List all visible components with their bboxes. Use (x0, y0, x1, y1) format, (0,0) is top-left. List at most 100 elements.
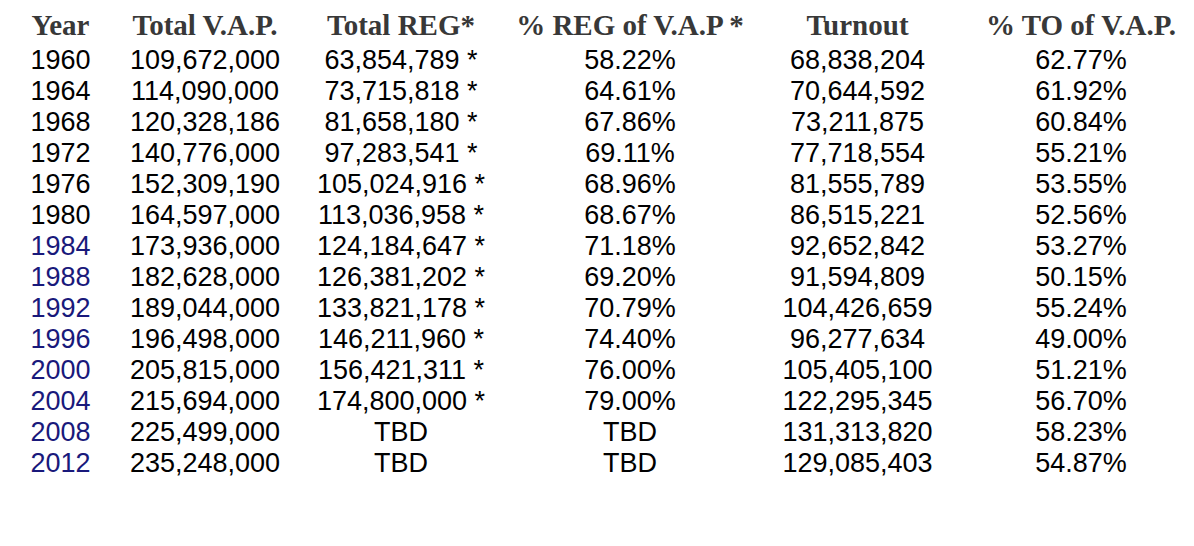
data-cell: 126,381,202 * (289, 262, 513, 293)
data-cell: 105,024,916 * (289, 169, 513, 200)
data-cell: 67.86% (513, 107, 747, 138)
table-row: 1984 173,936,000124,184,647 *71.18%92,652… (0, 231, 1194, 262)
data-cell: 68.96% (513, 169, 747, 200)
data-cell: 215,694,000 (121, 386, 289, 417)
data-cell: 53.55% (968, 169, 1194, 200)
data-cell: 50.15% (968, 262, 1194, 293)
year-cell: 1976 (0, 169, 121, 200)
data-cell: 156,421,311 * (289, 355, 513, 386)
data-cell: 73,211,875 (747, 107, 968, 138)
data-cell: 68.67% (513, 200, 747, 231)
year-cell: 1972 (0, 138, 121, 169)
data-cell: 81,555,789 (747, 169, 968, 200)
data-cell: 52.56% (968, 200, 1194, 231)
year-link[interactable]: 2008 (30, 417, 90, 447)
data-cell: 58.22% (513, 45, 747, 76)
data-cell: TBD (289, 448, 513, 479)
data-cell: 173,936,000 (121, 231, 289, 262)
data-cell: 53.27% (968, 231, 1194, 262)
year-link[interactable]: 1984 (30, 231, 90, 261)
data-cell: 96,277,634 (747, 324, 968, 355)
data-cell: 77,718,554 (747, 138, 968, 169)
year-link[interactable]: 2000 (30, 355, 90, 385)
data-cell: 140,776,000 (121, 138, 289, 169)
data-cell: 73,715,818 * (289, 76, 513, 107)
year-cell: 2008 (0, 417, 121, 448)
year-cell: 1984 (0, 231, 121, 262)
header-row: Year Total V.A.P. Total REG* % REG of V.… (0, 5, 1194, 45)
data-cell: 51.21% (968, 355, 1194, 386)
data-cell: 225,499,000 (121, 417, 289, 448)
table-row: 2004215,694,000174,800,000 *79.00%122,29… (0, 386, 1194, 417)
col-header-total-reg: Total REG* (289, 5, 513, 45)
year-cell: 1968 (0, 107, 121, 138)
year-cell: 1980 (0, 200, 121, 231)
data-cell: 55.21% (968, 138, 1194, 169)
data-cell: 62.77% (968, 45, 1194, 76)
year-cell: 1992 (0, 293, 121, 324)
data-cell: 69.20% (513, 262, 747, 293)
data-cell: TBD (513, 417, 747, 448)
data-cell: 129,085,403 (747, 448, 968, 479)
year-link[interactable]: 1992 (30, 293, 90, 323)
table-row: 2012235,248,000TBDTBD129,085,40354.87% (0, 448, 1194, 479)
data-cell: 113,036,958 * (289, 200, 513, 231)
data-cell: 68,838,204 (747, 45, 968, 76)
year-cell: 2004 (0, 386, 121, 417)
table-row: 1976152,309,190105,024,916 *68.96%81,555… (0, 169, 1194, 200)
year-link[interactable]: 1996 (30, 324, 90, 354)
year-link[interactable]: 1988 (30, 262, 90, 292)
data-cell: 120,328,186 (121, 107, 289, 138)
year-cell: 2000 (0, 355, 121, 386)
table-row: 2008225,499,000TBDTBD131,313,82058.23% (0, 417, 1194, 448)
data-cell: 235,248,000 (121, 448, 289, 479)
year-link[interactable]: 2004 (30, 386, 90, 416)
data-cell: 164,597,000 (121, 200, 289, 231)
year-label: 1980 (30, 200, 90, 230)
data-cell: 69.11% (513, 138, 747, 169)
data-cell: 196,498,000 (121, 324, 289, 355)
year-cell: 1960 (0, 45, 121, 76)
table-body: 1960109,672,00063,854,789 *58.22%68,838,… (0, 45, 1194, 479)
data-cell: 49.00% (968, 324, 1194, 355)
data-cell: 86,515,221 (747, 200, 968, 231)
col-header-year: Year (0, 5, 121, 45)
year-cell: 2012 (0, 448, 121, 479)
year-cell: 1996 (0, 324, 121, 355)
data-cell: 81,658,180 * (289, 107, 513, 138)
col-header-pct-to-vap: % TO of V.A.P. (968, 5, 1194, 45)
data-cell: 189,044,000 (121, 293, 289, 324)
data-cell: 60.84% (968, 107, 1194, 138)
data-cell: 97,283,541 * (289, 138, 513, 169)
data-cell: 146,211,960 * (289, 324, 513, 355)
data-cell: 91,594,809 (747, 262, 968, 293)
data-cell: 122,295,345 (747, 386, 968, 417)
data-cell: 182,628,000 (121, 262, 289, 293)
col-header-turnout: Turnout (747, 5, 968, 45)
data-cell: 74.40% (513, 324, 747, 355)
data-cell: 124,184,647 * (289, 231, 513, 262)
table-row: 1992189,044,000133,821,178 *70.79%104,42… (0, 293, 1194, 324)
year-label: 1968 (30, 107, 90, 137)
data-cell: 58.23% (968, 417, 1194, 448)
data-cell: 205,815,000 (121, 355, 289, 386)
data-cell: 63,854,789 * (289, 45, 513, 76)
data-cell: 79.00% (513, 386, 747, 417)
data-cell: 64.61% (513, 76, 747, 107)
data-cell: 71.18% (513, 231, 747, 262)
col-header-total-vap: Total V.A.P. (121, 5, 289, 45)
voter-statistics-table: Year Total V.A.P. Total REG* % REG of V.… (0, 5, 1194, 479)
data-cell: 55.24% (968, 293, 1194, 324)
data-cell: 131,313,820 (747, 417, 968, 448)
data-cell: TBD (513, 448, 747, 479)
year-label: 1964 (30, 76, 90, 106)
table-row: 1996 196,498,000146,211,960 *74.40%96,277… (0, 324, 1194, 355)
data-cell: 70.79% (513, 293, 747, 324)
year-link[interactable]: 2012 (30, 448, 90, 478)
data-cell: 92,652,842 (747, 231, 968, 262)
table-row: 1968 120,328,18681,658,180 *67.86%73,211,… (0, 107, 1194, 138)
col-header-pct-reg-vap: % REG of V.A.P * (513, 5, 747, 45)
table-row: 1960109,672,00063,854,789 *58.22%68,838,… (0, 45, 1194, 76)
data-cell: 133,821,178 * (289, 293, 513, 324)
table-row: 1988 182,628,000126,381,202 *69.20%91,594… (0, 262, 1194, 293)
